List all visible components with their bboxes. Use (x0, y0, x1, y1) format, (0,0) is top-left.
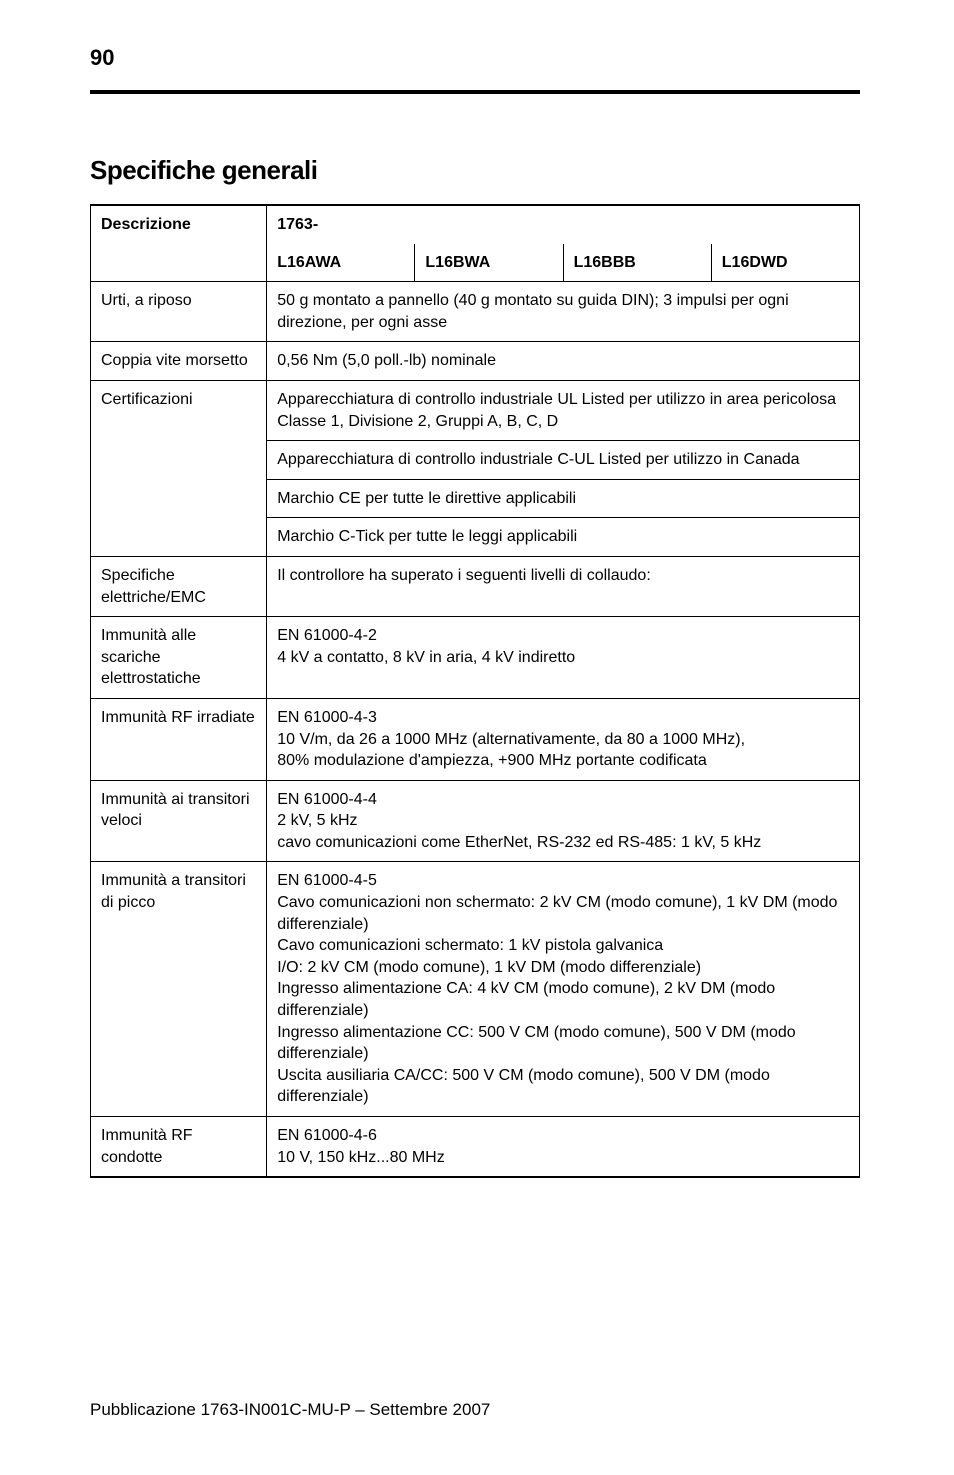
header-l16dwd: L16DWD (711, 244, 859, 282)
row-value: Marchio C-Tick per tutte le leggi applic… (267, 518, 860, 557)
row-label: Urti, a riposo (91, 282, 267, 342)
main-content: Specifiche generali Descrizione 1763- L1… (90, 155, 860, 1178)
table-row: Immunità a transitori di picco EN 61000-… (91, 862, 860, 1117)
row-value: EN 61000-4-42 kV, 5 kHzcavo comunicazion… (267, 780, 860, 862)
table-body: Urti, a riposo 50 g montato a pannello (… (91, 282, 860, 1178)
header-descrizione: Descrizione (91, 205, 267, 282)
page-number: 90 (90, 45, 114, 71)
table-row: Specifiche elettriche/EMC Il controllore… (91, 556, 860, 616)
table-row: Coppia vite morsetto 0,56 Nm (5,0 poll.-… (91, 342, 860, 381)
row-value: Apparecchiatura di controllo industriale… (267, 380, 860, 440)
table-row: Urti, a riposo 50 g montato a pannello (… (91, 282, 860, 342)
header-1763: 1763- (267, 205, 860, 244)
table-row: Immunità alle scariche elettrostatiche E… (91, 617, 860, 699)
row-value: 0,56 Nm (5,0 poll.-lb) nominale (267, 342, 860, 381)
row-value: EN 61000-4-310 V/m, da 26 a 1000 MHz (al… (267, 698, 860, 780)
section-heading: Specifiche generali (90, 155, 860, 186)
row-label: Immunità alle scariche elettrostatiche (91, 617, 267, 699)
row-value: EN 61000-4-5Cavo comunicazioni non scher… (267, 862, 860, 1117)
top-rule (90, 90, 860, 94)
row-value: Marchio CE per tutte le direttive applic… (267, 479, 860, 518)
row-label: Immunità ai transitori veloci (91, 780, 267, 862)
row-label: Certificazioni (91, 380, 267, 556)
row-value: Apparecchiatura di controllo industriale… (267, 441, 860, 480)
footer-publication: Pubblicazione 1763-IN001C-MU-P – Settemb… (90, 1400, 490, 1420)
header-l16awa: L16AWA (267, 244, 415, 282)
table-row: Immunità ai transitori veloci EN 61000-4… (91, 780, 860, 862)
row-label: Coppia vite morsetto (91, 342, 267, 381)
header-l16bwa: L16BWA (415, 244, 563, 282)
table-row: Immunità RF condotte EN 61000-4-610 V, 1… (91, 1117, 860, 1178)
row-label: Immunità RF condotte (91, 1117, 267, 1178)
table-row: Immunità RF irradiate EN 61000-4-310 V/m… (91, 698, 860, 780)
specs-table: Descrizione 1763- L16AWA L16BWA L16BBB L… (90, 204, 860, 1178)
row-value: EN 61000-4-610 V, 150 kHz...80 MHz (267, 1117, 860, 1178)
row-label: Specifiche elettriche/EMC (91, 556, 267, 616)
table-row: Certificazioni Apparecchiatura di contro… (91, 380, 860, 440)
row-value: Il controllore ha superato i seguenti li… (267, 556, 860, 616)
row-label: Immunità a transitori di picco (91, 862, 267, 1117)
header-l16bbb: L16BBB (563, 244, 711, 282)
row-label: Immunità RF irradiate (91, 698, 267, 780)
row-value: 50 g montato a pannello (40 g montato su… (267, 282, 860, 342)
row-value: EN 61000-4-24 kV a contatto, 8 kV in ari… (267, 617, 860, 699)
